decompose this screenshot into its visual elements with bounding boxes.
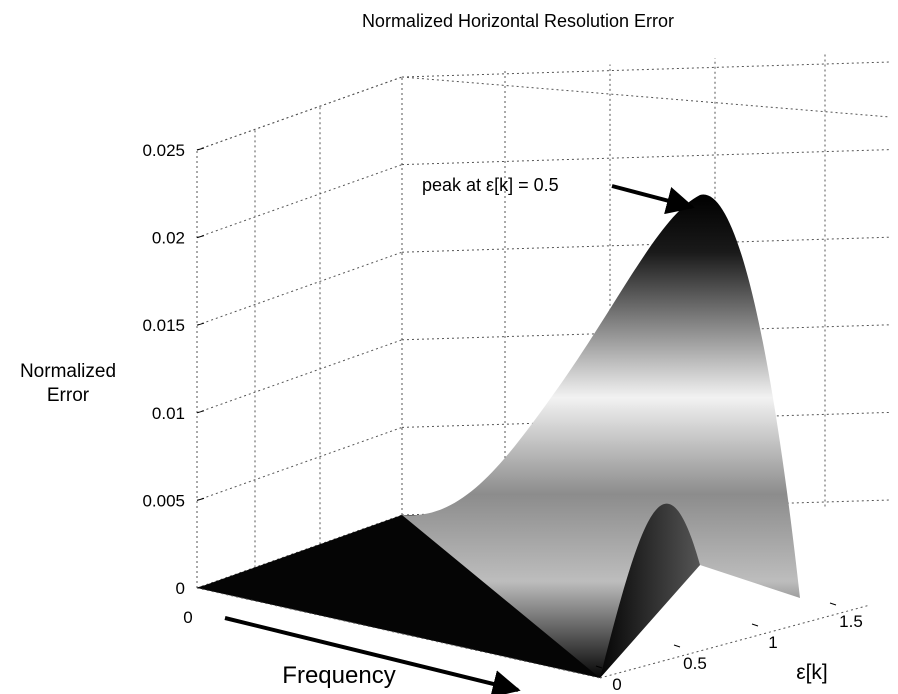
surface-side [600,503,700,678]
y-axis-label: ε[k] [796,661,828,684]
z-tick-mark [196,147,205,151]
z-grid-line [196,426,403,501]
chart-title: Normalized Horizontal Resolution Error [362,11,674,31]
box-top-edge-back [401,76,891,118]
z-axis-ticks: 0 0.005 0.01 0.015 0.02 0.025 [142,141,205,598]
z-tick-mark [196,235,205,239]
z-grid-line [196,251,403,326]
epsilon-tick-label: 1.5 [839,612,863,631]
z-grid-line [196,339,403,414]
surface [197,194,800,678]
z-grid-line [196,164,403,239]
x-axis-label: Frequency [282,662,395,689]
z-tick-mark [196,410,205,414]
peak-annotation: peak at ε[k] = 0.5 [422,175,559,195]
z-grid-line-back [401,236,891,253]
z-axis-label-line1: Normalized [20,361,116,382]
epsilon-axis-ticks: 0 0.5 1 1.5 [595,602,863,694]
z-tick-label: 0.025 [142,141,185,160]
surface-sheet [402,194,800,678]
z-tick-label: 0.015 [142,316,185,335]
epsilon-tick-label: 1 [768,633,777,652]
z-grid-line-back [401,149,891,166]
z-grid-line-back [401,411,891,428]
z-tick-mark [196,322,205,326]
z-tick-label: 0.02 [152,229,185,248]
floor-edges [196,587,871,679]
epsilon-tick-label: 0.5 [683,654,707,673]
box-top-edge [196,76,403,151]
z-grid-line-back [401,61,891,78]
z-axis-label-line2: Error [47,385,90,406]
epsilon-tick-mark [673,644,681,648]
epsilon-tick-label: 0 [612,675,621,694]
z-tick-mark [196,497,205,501]
peak-arrow [611,184,695,215]
z-grid-line-back [401,324,891,341]
z-tick-label: 0.005 [142,491,185,510]
z-tick-label: 0.01 [152,404,185,423]
frequency-tick-label: 0 [183,608,192,627]
epsilon-tick-mark [751,623,759,627]
z-grid-line [196,76,403,151]
frequency-arrow [224,616,521,694]
epsilon-tick-mark [829,602,837,606]
epsilon-tick-mark [595,665,603,669]
z-tick-label: 0 [176,579,185,598]
